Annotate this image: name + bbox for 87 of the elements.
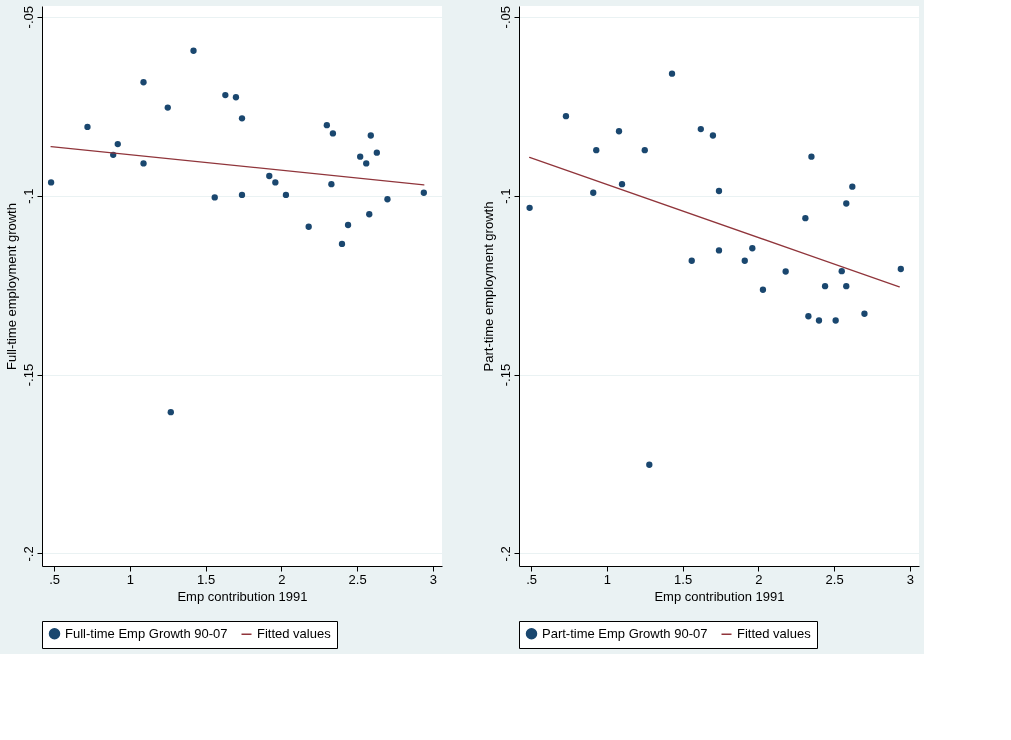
point <box>363 160 370 167</box>
y-axis-title: Full-time employment growth <box>3 203 19 370</box>
point <box>843 283 850 290</box>
point <box>593 147 600 154</box>
legend-label: Part-time Emp Growth 90-07 <box>542 625 708 641</box>
y-axis-title: Part-time employment growth <box>480 201 496 372</box>
point <box>715 247 723 254</box>
point <box>646 461 653 468</box>
point <box>897 265 904 273</box>
point <box>782 268 789 275</box>
point <box>618 181 626 188</box>
point <box>590 189 597 196</box>
point <box>697 125 704 133</box>
point <box>373 149 381 156</box>
point <box>222 91 229 99</box>
point <box>759 286 767 293</box>
point <box>344 221 352 229</box>
x-tick-label: 3 <box>906 571 915 587</box>
point <box>272 179 279 186</box>
point <box>838 267 845 275</box>
point <box>238 191 246 199</box>
x-tick-label: .5 <box>526 571 538 587</box>
point <box>266 172 273 180</box>
y-tick-label: -.1 <box>497 188 513 204</box>
x-tick-label: .5 <box>49 571 61 587</box>
x-tick-label: 1 <box>126 571 134 587</box>
point <box>688 257 695 264</box>
point <box>232 94 240 101</box>
point <box>805 313 812 320</box>
point <box>821 283 829 290</box>
point <box>615 128 623 135</box>
point <box>367 132 374 139</box>
point <box>526 204 533 211</box>
point <box>808 153 815 160</box>
y-tick-label: -.15 <box>20 363 36 387</box>
point <box>384 196 391 203</box>
point <box>328 181 335 188</box>
x-tick-label: 1.5 <box>674 571 693 587</box>
point <box>140 160 147 167</box>
point <box>238 115 246 122</box>
point <box>114 140 121 148</box>
y-tick-label: -.05 <box>20 6 36 29</box>
y-tick-label: -.05 <box>497 6 513 29</box>
point <box>715 187 723 195</box>
x-tick-label: 1 <box>603 571 611 587</box>
x-tick-label: 2 <box>278 571 286 587</box>
point <box>140 79 147 86</box>
y-tick-label: -.15 <box>497 363 513 387</box>
y-tick-label: -.2 <box>497 546 513 562</box>
point <box>849 183 856 190</box>
point <box>47 179 55 186</box>
point <box>668 70 676 77</box>
point <box>420 189 427 196</box>
point <box>815 317 823 324</box>
point <box>641 147 648 154</box>
x-tick-label: 3 <box>429 571 438 587</box>
legend-label: Fitted values <box>257 626 332 642</box>
point <box>164 104 171 111</box>
point <box>84 123 91 131</box>
x-tick-label: 2.5 <box>348 571 367 587</box>
legend-label: Fitted values <box>737 626 812 642</box>
y-tick-label: -.1 <box>20 188 36 204</box>
point <box>329 130 337 137</box>
point <box>190 47 197 54</box>
point <box>305 223 312 230</box>
point <box>709 132 717 139</box>
x-tick-label: 2.5 <box>825 571 844 587</box>
point <box>282 191 290 199</box>
x-tick-label: 1.5 <box>197 571 216 587</box>
point <box>741 257 748 264</box>
point <box>843 200 850 207</box>
point <box>357 153 364 160</box>
point <box>366 211 373 218</box>
x-axis-title: Emp contribution 1991 <box>177 588 308 604</box>
point <box>802 215 809 222</box>
point <box>211 194 218 201</box>
point <box>338 240 346 248</box>
point <box>861 310 868 317</box>
point <box>562 113 570 120</box>
y-tick-label: -.2 <box>20 546 36 562</box>
legend-label: Full-time Emp Growth 90-07 <box>65 625 228 641</box>
x-tick-label: 2 <box>755 571 763 587</box>
point <box>749 245 756 252</box>
point <box>832 317 839 324</box>
x-axis-title: Emp contribution 1991 <box>654 588 785 604</box>
point <box>323 122 331 129</box>
point <box>167 408 174 416</box>
